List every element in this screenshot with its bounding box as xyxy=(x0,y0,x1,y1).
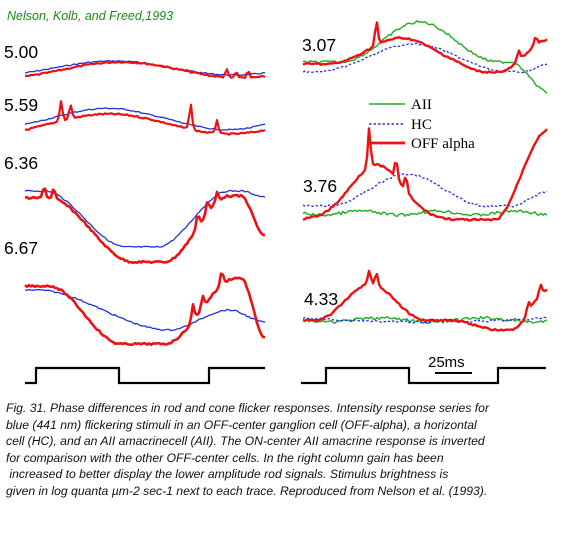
intensity-label-5-00: 5.00 xyxy=(4,42,38,62)
intensity-label-3-76: 3.76 xyxy=(303,176,337,196)
caption-line: cell (HC), and an AII amacrinecell (AII)… xyxy=(6,434,485,449)
trace-3-76-off-alpha xyxy=(302,127,548,222)
trace-3-07-aii xyxy=(302,20,548,94)
trace-group xyxy=(24,20,548,347)
intensity-label-6-67: 6.67 xyxy=(4,238,38,258)
trace-5-59-off-alpha xyxy=(24,100,266,136)
scale-bar: 25ms xyxy=(428,354,472,374)
stimulus-trace-left xyxy=(25,366,265,385)
trace-6-36-hc xyxy=(24,189,266,248)
trace-6-67-off-alpha xyxy=(24,272,266,347)
intensity-label-4-33: 4.33 xyxy=(304,289,338,309)
trace-6-36-off-alpha xyxy=(24,187,266,265)
trace-4-33-off-alpha xyxy=(302,269,548,332)
intensity-labels: 5.00 5.59 6.36 6.67 3.07 3.76 4.33 xyxy=(4,35,338,309)
caption-line: for comparison with the other OFF-center… xyxy=(6,450,444,465)
citation: Nelson, Kolb, and Freed,1993 xyxy=(7,9,173,23)
scale-bar-label: 25ms xyxy=(428,354,465,371)
caption-line: Fig. 31. Phase differences in rod and co… xyxy=(6,401,490,415)
intensity-label-5-59: 5.59 xyxy=(4,95,38,115)
trace-6-67-hc xyxy=(24,288,266,332)
stimulus-trace-right xyxy=(301,366,546,385)
intensity-label-6-36: 6.36 xyxy=(4,153,38,173)
trace-4-33-hc xyxy=(302,316,548,324)
caption-line: increased to better display the lower am… xyxy=(6,467,449,482)
legend-label-aii: AII xyxy=(411,97,432,113)
caption-line: given in log quanta µm-2 sec-1 next to e… xyxy=(6,483,488,498)
trace-3-76-aii xyxy=(302,209,548,218)
figure-caption: Fig. 31. Phase differences in rod and co… xyxy=(6,400,566,500)
legend: AII HC OFF alpha xyxy=(369,97,475,152)
trace-5-00-off-alpha xyxy=(24,60,266,80)
legend-label-hc: HC xyxy=(411,117,432,133)
intensity-label-3-07: 3.07 xyxy=(302,35,336,55)
caption-line: blue (441 nm) flickering stimuli in an O… xyxy=(6,417,477,432)
trace-3-07-off-alpha xyxy=(302,21,548,75)
trace-5-59-hc xyxy=(24,107,266,131)
legend-label-off-alpha: OFF alpha xyxy=(411,136,475,152)
flicker-response-figure: Nelson, Kolb, and Freed,1993 5.00 5.59 6… xyxy=(4,9,548,385)
